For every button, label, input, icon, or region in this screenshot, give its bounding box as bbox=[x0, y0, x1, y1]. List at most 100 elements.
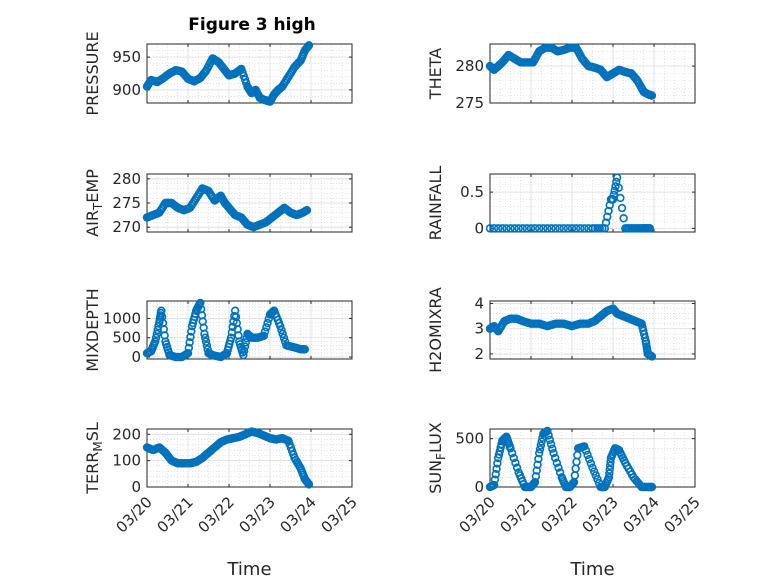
data-point-interp bbox=[535, 445, 545, 454]
data-point-interp bbox=[585, 454, 594, 464]
data-point bbox=[549, 448, 558, 458]
data-point bbox=[547, 224, 556, 233]
data-point bbox=[647, 482, 657, 492]
y-tick-label: 0 bbox=[474, 219, 484, 237]
data-point bbox=[200, 329, 209, 339]
data-point bbox=[580, 442, 589, 451]
data-point bbox=[259, 331, 269, 340]
y-axis-label: AIRTEMP bbox=[83, 169, 105, 237]
y-tick-label: 950 bbox=[112, 48, 141, 66]
data-point-interp bbox=[492, 464, 501, 474]
y-axis-label: H2OMIXRA bbox=[426, 287, 445, 373]
data-point bbox=[151, 337, 160, 346]
data-point-interp bbox=[539, 224, 548, 233]
data-point-interp bbox=[532, 466, 541, 475]
data-point bbox=[588, 463, 597, 472]
data-point-interp bbox=[186, 332, 195, 342]
y-tick-label: 200 bbox=[112, 425, 141, 443]
y-tick-label: 4 bbox=[474, 295, 484, 313]
data-point-interp bbox=[152, 329, 162, 339]
y-tick-label: 280 bbox=[112, 170, 141, 188]
data-point-interp bbox=[260, 327, 270, 336]
data-point-interp bbox=[184, 343, 194, 352]
figure-title: Figure 3 high bbox=[188, 15, 316, 35]
y-axis-label: MIXDEPTH bbox=[83, 288, 102, 371]
data-point-interp bbox=[202, 341, 212, 350]
data-point-interp bbox=[511, 458, 520, 468]
data-point bbox=[506, 444, 515, 453]
data-point-interp bbox=[550, 453, 560, 463]
y-tick-label: 0.5 bbox=[460, 183, 484, 201]
y-tick-label: 500 bbox=[112, 329, 141, 347]
data-point-interp bbox=[575, 224, 585, 233]
data-point bbox=[600, 224, 609, 233]
series-markers bbox=[485, 304, 657, 361]
y-axis-label: RAINFALL bbox=[426, 166, 445, 241]
y-tick-label: 3 bbox=[474, 320, 484, 338]
axes-background bbox=[147, 429, 352, 487]
y-axis-label: THETA bbox=[426, 48, 445, 100]
data-point-interp bbox=[605, 461, 615, 470]
y-axis-label: SUNFLUX bbox=[426, 422, 448, 494]
data-point-interp bbox=[534, 454, 543, 464]
data-point bbox=[485, 224, 495, 233]
data-point-interp bbox=[491, 470, 500, 479]
data-point-interp bbox=[502, 224, 511, 233]
data-point-interp bbox=[580, 224, 589, 233]
data-point-interp bbox=[605, 465, 614, 474]
data-point-interp bbox=[616, 193, 625, 203]
data-point-interp bbox=[263, 318, 272, 328]
data-point-interp bbox=[493, 459, 502, 468]
data-point-interp bbox=[614, 183, 623, 192]
data-point bbox=[239, 350, 248, 360]
data-point-interp bbox=[201, 337, 211, 346]
subplot-h2omixra: 2 3 4 H2OMIXRA bbox=[426, 287, 696, 373]
data-point-interp bbox=[518, 224, 527, 233]
data-point-interp bbox=[601, 218, 611, 227]
subplot-air_temp: 270 275 280 AIRTEMP bbox=[83, 169, 353, 237]
data-point-interp bbox=[494, 224, 503, 233]
data-point-interp bbox=[509, 453, 518, 463]
data-point-interp bbox=[522, 224, 532, 233]
series-markers bbox=[485, 43, 657, 100]
data-point-interp bbox=[533, 460, 542, 469]
data-point-interp bbox=[534, 224, 544, 233]
data-point-interp bbox=[277, 325, 286, 335]
y-axis-label: PRESSURE bbox=[83, 31, 102, 115]
axes-box bbox=[489, 43, 696, 104]
series-markers bbox=[485, 426, 657, 492]
data-point bbox=[300, 345, 310, 354]
subplot-theta: 275 280 THETA bbox=[426, 43, 696, 112]
data-point bbox=[526, 224, 536, 233]
data-point-interp bbox=[605, 469, 614, 478]
subplot-rainfall: 0 0.5 RAINFALL bbox=[426, 166, 696, 241]
data-point bbox=[604, 473, 614, 482]
data-point-interp bbox=[551, 224, 560, 233]
y-tick-label: 500 bbox=[455, 430, 484, 448]
data-point bbox=[608, 195, 618, 204]
data-point-interp bbox=[510, 224, 519, 233]
data-point bbox=[304, 41, 314, 50]
data-point-interp bbox=[571, 224, 581, 233]
data-point-interp bbox=[544, 431, 553, 440]
x-axis-label: Time bbox=[226, 559, 271, 580]
y-tick-label: 280 bbox=[455, 57, 484, 75]
data-point-interp bbox=[548, 444, 557, 453]
axes-background bbox=[490, 174, 695, 232]
y-tick-label: 0 bbox=[474, 478, 484, 496]
axes-box bbox=[489, 428, 696, 488]
data-point-interp bbox=[240, 342, 250, 351]
data-point-interp bbox=[606, 457, 615, 467]
data-point-interp bbox=[512, 463, 522, 472]
data-point bbox=[567, 224, 577, 233]
data-point-interp bbox=[490, 475, 500, 484]
data-point bbox=[647, 91, 657, 100]
data-point bbox=[304, 480, 314, 489]
data-point-interp bbox=[591, 471, 600, 480]
y-axis-label: TERRMSL bbox=[83, 422, 105, 495]
data-point-interp bbox=[604, 206, 613, 216]
data-point bbox=[276, 321, 285, 331]
data-point bbox=[612, 173, 622, 182]
data-point-interp bbox=[552, 458, 562, 468]
